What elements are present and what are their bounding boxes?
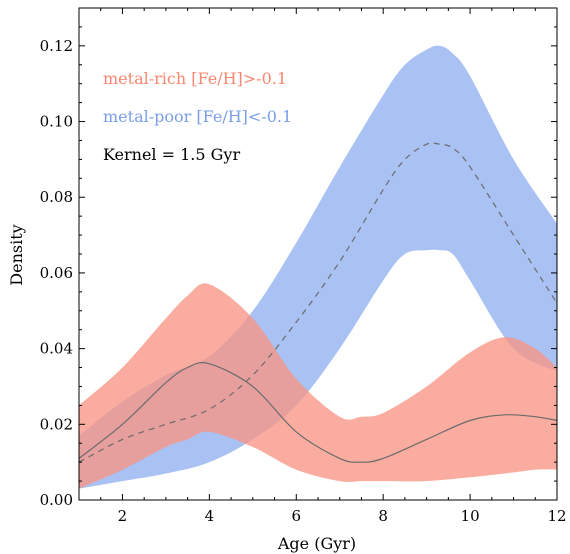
- x-tick-label: 10: [461, 507, 480, 525]
- kernel-annotation: Kernel = 1.5 Gyr: [103, 145, 240, 164]
- median-lines: [78, 142, 558, 463]
- y-tick-label: 0.06: [40, 264, 73, 282]
- x-axis-label: Age (Gyr): [277, 534, 356, 553]
- metal-rich-annotation: metal-rich [Fe/H]>-0.1: [103, 69, 287, 88]
- y-tick-label: 0.04: [40, 340, 73, 358]
- x-tick-label: 8: [378, 507, 388, 525]
- y-tick-label: 0.08: [40, 188, 73, 206]
- x-tick-label: 4: [205, 507, 215, 525]
- x-tick-label: 6: [291, 507, 301, 525]
- metal-rich-band: [79, 283, 557, 489]
- metal-poor-annotation: metal-poor [Fe/H]<-0.1: [103, 107, 292, 126]
- y-tick-label: 0.02: [40, 415, 73, 433]
- axis-ticks: 2 4 6 8 10 12 0.00 0.02 0.04 0.06 0.08 0.10 0.12: [40, 8, 567, 525]
- y-tick-label: 0.10: [40, 113, 73, 131]
- y-tick-label: 0.12: [40, 37, 73, 55]
- y-tick-label: 0.00: [40, 491, 73, 509]
- metal-poor-median-line: [78, 142, 558, 463]
- x-tick-label: 12: [547, 507, 566, 525]
- density-bands: [79, 45, 557, 489]
- metal-rich-median-line: [78, 361, 558, 463]
- x-tick-label: 2: [118, 507, 128, 525]
- y-axis-label: Density: [7, 224, 26, 285]
